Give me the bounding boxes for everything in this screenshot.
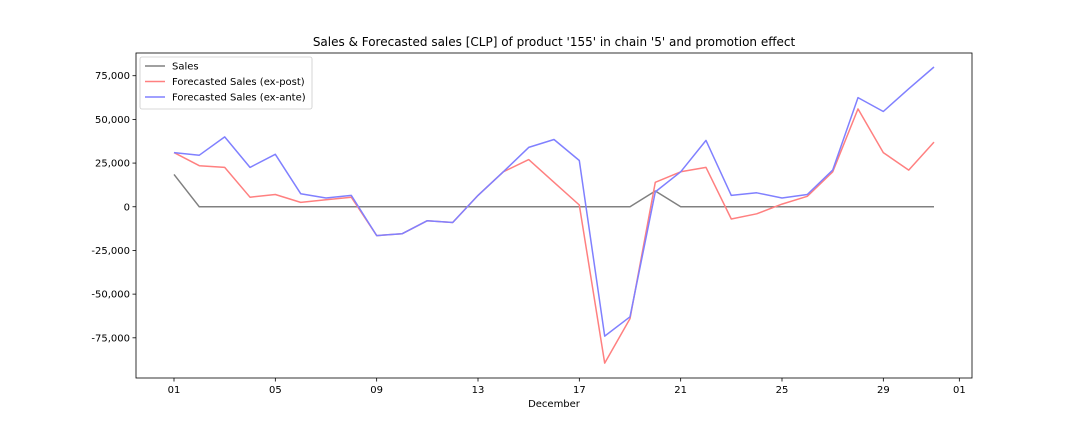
y-tick-label: 75,000: [95, 71, 130, 82]
x-tick-label: 29: [877, 385, 890, 396]
y-tick-label: 25,000: [95, 159, 130, 170]
legend-label-2: Forecasted Sales (ex-ante): [172, 93, 306, 104]
series-line-1: [173, 108, 935, 364]
plot-lines: [173, 66, 935, 364]
x-tick-label: 01: [168, 385, 181, 396]
y-tick-label: 50,000: [95, 115, 130, 126]
series-line-0: [173, 173, 934, 208]
x-tick-label: 25: [776, 385, 789, 396]
y-tick-label: -50,000: [91, 290, 130, 301]
y-tick-label: -75,000: [91, 333, 130, 344]
chart-title: Sales & Forecasted sales [CLP] of produc…: [313, 35, 796, 49]
x-tick-label: 05: [269, 385, 282, 396]
x-tick-label: 17: [573, 385, 586, 396]
x-tick-label: 13: [472, 385, 485, 396]
legend: Sales Forecasted Sales (ex-post) Forecaste…: [139, 56, 313, 110]
y-tick-label: -25,000: [91, 246, 130, 257]
y-tick-label: 0: [124, 202, 130, 213]
plot-frame: [135, 52, 973, 379]
y-axis: -75,000 -50,000 -25,000 0 25,000 50,000 75,000: [91, 71, 136, 344]
x-tick-label: 21: [674, 385, 687, 396]
x-tick-label: 01: [953, 385, 966, 396]
x-axis: 01 05 09 13 17 21 25 29 01: [168, 378, 966, 396]
x-tick-label: 09: [370, 385, 383, 396]
legend-box: [139, 56, 313, 110]
legend-label-0: Sales: [172, 62, 199, 73]
series-line-2: [173, 66, 935, 337]
legend-label-1: Forecasted Sales (ex-post): [172, 77, 305, 88]
x-axis-label: December: [528, 399, 581, 410]
